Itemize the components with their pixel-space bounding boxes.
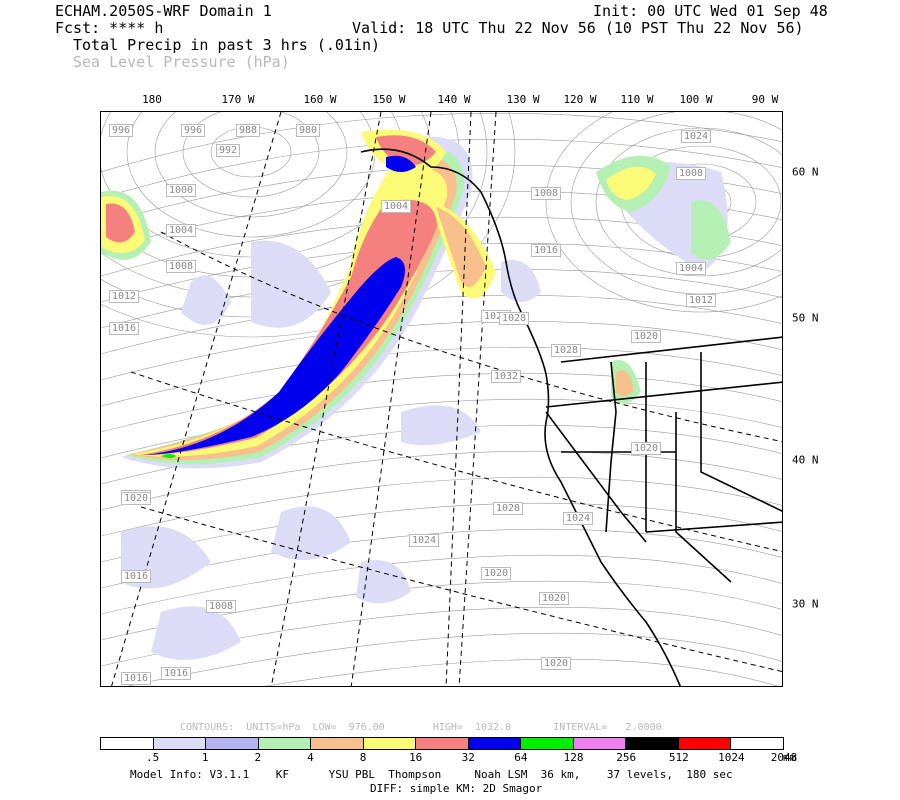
legend-swatch: [626, 738, 679, 749]
pressure-label: 1028: [493, 502, 524, 515]
diffusion-info: DIFF: simple KM: 2D Smagor: [370, 782, 543, 795]
legend-value: 32: [461, 751, 475, 764]
pressure-label: 996: [109, 124, 134, 137]
pressure-label: 1024: [563, 512, 594, 525]
pressure-label: 980: [296, 124, 321, 137]
longitude-label: 110 W: [620, 93, 654, 106]
legend-value: 2048: [770, 751, 798, 764]
longitude-label: 180: [142, 93, 162, 106]
legend-swatch: [311, 738, 364, 749]
latitude-label: 40 N: [792, 453, 819, 467]
longitude-label: 170 W: [221, 93, 255, 106]
pressure-label: 1012: [686, 294, 717, 307]
legend-swatch: [468, 738, 522, 749]
pressure-label: 992: [216, 144, 241, 157]
pressure-label: 1016: [121, 570, 152, 583]
pressure-label: 1020: [539, 592, 570, 605]
legend-swatch: [258, 738, 312, 749]
latitude-label: 30 N: [792, 597, 819, 611]
pressure-label: 1028: [499, 312, 530, 325]
pressure-label: 1028: [551, 344, 582, 357]
longitude-label: 150 W: [372, 93, 406, 106]
pressure-label: 1016: [531, 244, 562, 257]
pressure-label: 1032: [491, 370, 522, 383]
pressure-label: 1024: [681, 130, 712, 143]
pressure-label: 1012: [109, 290, 140, 303]
pressure-label: 1004: [166, 224, 197, 237]
pressure-label: 988: [236, 124, 261, 137]
pressure-label: 1016: [109, 322, 140, 335]
longitude-label: 140 W: [437, 93, 471, 106]
forecast-hour: Fcst: **** h: [55, 19, 164, 37]
latitude-label: 50 N: [792, 311, 819, 325]
legend-swatch: [363, 738, 417, 749]
legend-swatch: [521, 738, 574, 749]
legend-value: 16: [409, 751, 423, 764]
longitude-label: 160 W: [303, 93, 337, 106]
legend-swatch: [416, 738, 469, 749]
pressure-label: 1004: [381, 200, 412, 213]
legend-value: 2: [254, 751, 262, 764]
legend-swatch: [206, 738, 259, 749]
model-title: ECHAM.2050S-WRF Domain 1: [55, 2, 272, 20]
pressure-label: 1008: [166, 260, 197, 273]
pressure-label: 1024: [409, 534, 440, 547]
legend-value: 128: [563, 751, 584, 764]
longitude-label: 90 W: [751, 93, 779, 106]
graticule-lines: [111, 112, 782, 686]
longitude-label: 130 W: [506, 93, 540, 106]
precip-bands: [101, 129, 731, 660]
pressure-label: 1000: [166, 184, 197, 197]
legend-value: 512: [668, 751, 689, 764]
longitude-label: 100 W: [679, 93, 713, 106]
pressure-label: 1020: [481, 567, 512, 580]
pressure-label: 1020: [631, 330, 662, 343]
legend-value: .5: [145, 751, 160, 764]
legend-swatch: [731, 738, 783, 749]
longitude-label: 120 W: [563, 93, 597, 106]
pressure-label: 1008: [206, 600, 237, 613]
map-canvas: [101, 112, 782, 686]
legend-value: 256: [616, 751, 637, 764]
coastline-borders: [360, 148, 782, 686]
precip-color-legend: [100, 737, 784, 750]
pressure-label: 1016: [121, 672, 152, 685]
pressure-label: 1020: [631, 442, 662, 455]
legend-value: 1024: [718, 751, 745, 764]
pressure-label: 1008: [676, 167, 707, 180]
legend-value: 8: [359, 751, 367, 764]
pressure-label: 1020: [121, 492, 152, 505]
legend-swatch: [573, 738, 627, 749]
legend-value: 4: [307, 751, 314, 764]
pressure-label: 1008: [531, 187, 562, 200]
legend-units: mm: [783, 751, 797, 764]
pressure-label: 1004: [676, 262, 707, 275]
contour-info: CONTOURS: UNITS=hPa LOW= 976.00 HIGH= 10…: [180, 722, 662, 733]
pressure-label: 1020: [541, 657, 572, 670]
field-precip-title: Total Precip in past 3 hrs (.01in): [73, 36, 381, 54]
legend-swatch: [153, 738, 207, 749]
field-pressure-title: Sea Level Pressure (hPa): [73, 53, 290, 71]
legend-swatch: [101, 738, 154, 749]
valid-time: Valid: 18 UTC Thu 22 Nov 56 (10 PST Thu …: [352, 19, 804, 37]
init-time: Init: 00 UTC Wed 01 Sep 48: [593, 2, 828, 20]
legend-value: 1: [201, 751, 209, 764]
pressure-label: 1016: [161, 667, 192, 680]
legend-value: 64: [514, 751, 528, 764]
weather-map: 996 996 988 980 992 1000 1004 1008 1012 1016 1004 1…: [100, 111, 783, 687]
model-info: Model Info: V3.1.1 KF YSU PBL Thompson N…: [130, 768, 733, 781]
legend-swatch: [678, 738, 732, 749]
pressure-label: 996: [181, 124, 206, 137]
latitude-label: 60 N: [792, 165, 819, 179]
